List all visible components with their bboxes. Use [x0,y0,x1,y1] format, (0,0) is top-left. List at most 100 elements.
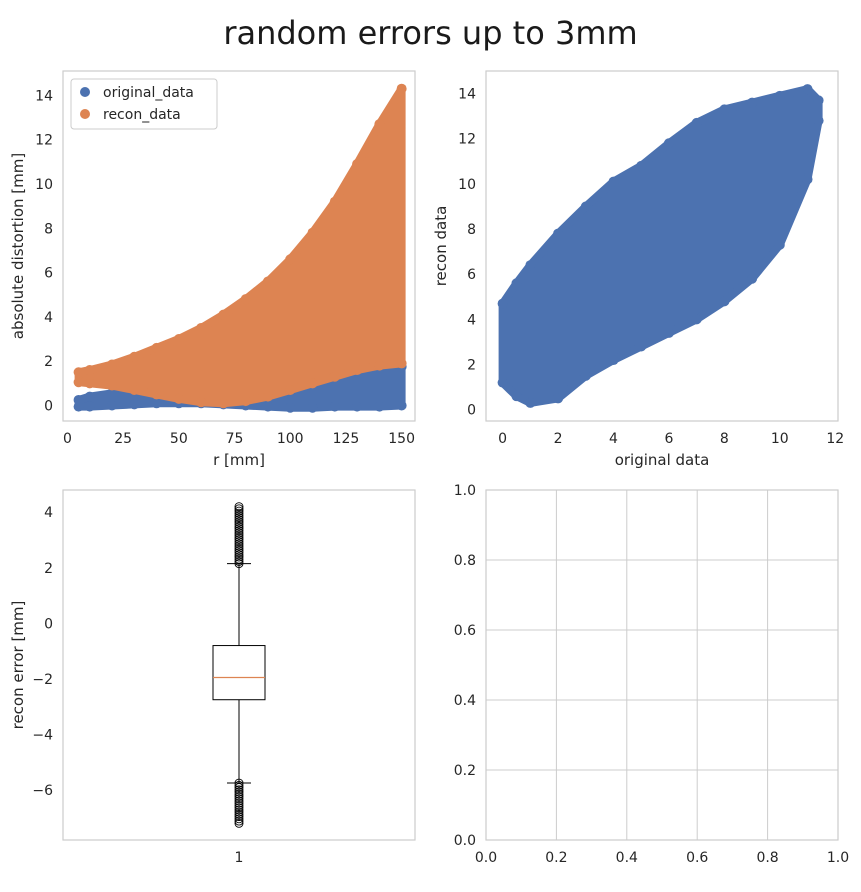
axes-frame [485,489,839,841]
scatter-point [396,400,407,411]
outlier-marker-low [234,794,244,804]
outlier-marker-low [234,796,244,806]
scatter-point [691,314,702,325]
scatter-point [774,90,785,101]
x-tick-label: 8 [720,431,729,447]
scatter-point [329,196,340,207]
outlier-marker-high [234,541,244,551]
outlier-marker-high [234,532,244,542]
scatter-point [262,276,273,287]
scatter-point [285,254,296,265]
outlier-marker-high [234,554,244,564]
y-tick-label: 2 [44,354,53,370]
scatter-point [285,402,296,413]
scatter-point [307,378,318,389]
outlier-marker-low [234,787,244,797]
x-tick-label: 0.4 [616,850,638,866]
y-tick-label: 0.0 [454,833,476,849]
scatter-point [329,371,340,382]
outlier-marker-high [234,510,244,520]
scatter-point [73,367,84,378]
scatter-point [196,322,207,333]
outlier-marker-high [234,526,244,536]
y-tick-label: −4 [32,727,53,743]
outlier-marker-low [234,807,244,817]
scatter-point [396,358,407,369]
outlier-marker-high [234,543,244,553]
scatter-point [107,359,118,370]
y-tick-label: 10 [35,177,53,193]
scatter-point [553,393,564,404]
y-tick-label: 4 [44,505,53,521]
outlier-marker-low [234,812,244,822]
figure-title: random errors up to 3mm [223,14,638,52]
scatter-point [173,334,184,345]
outlier-marker-high [234,556,244,566]
scatter-point [151,342,162,353]
scatter-point [352,401,363,412]
scatter-point [719,104,730,115]
x-tick-label: 50 [170,431,188,447]
y-tick-label: 1.0 [454,483,476,499]
y-tick-label: 8 [44,221,53,237]
outlier-marker-low [234,805,244,815]
scatter-point [84,365,95,376]
scatter-point [129,384,140,395]
x-tick-label: 1.0 [827,850,849,866]
scatter-point [813,95,824,106]
axes-ax2: 0 2 4 6 8 10 12 0 2 4 6 8 10 12 14 original data recon d… [432,70,844,469]
scatter-point [352,159,363,170]
x-tick-label: 100 [277,431,304,447]
axes-frame [62,489,416,841]
scatter-point [396,83,407,94]
scatter-point [107,388,118,399]
x-axis-label: original data [615,451,710,469]
x-tick-label: 4 [609,431,618,447]
scatter-point [84,401,95,412]
x-axis-label: r [mm] [213,451,265,469]
axes-ax4: 0.0 0.2 0.4 0.6 0.8 1.0 0.0 0.2 0.4 0.6 0.8 1.0 [454,483,849,866]
y-tick-label: 4 [44,310,53,326]
x-tick-label: 6 [664,431,673,447]
scatter-point [196,397,207,408]
outlier-marker-low [234,816,244,826]
x-tick-label: 0.8 [756,850,778,866]
x-tick-label: 0 [63,431,72,447]
scatter-point [107,380,118,391]
scatter-point [636,341,647,352]
scatter-point [802,174,813,185]
scatter-point [84,378,95,389]
scatter-point [608,176,619,187]
y-tick-label: −2 [32,672,53,688]
scatter-point [719,296,730,307]
x-tick-label: 0.2 [545,850,567,866]
scatter-point [240,294,251,305]
y-tick-label: 2 [467,358,476,374]
x-tick-label: 75 [226,431,244,447]
scatter-point [691,117,702,128]
y-tick-label: 0 [467,403,476,419]
outlier-marker-low [234,818,244,828]
outlier-marker-low [234,803,244,813]
outlier-marker-low [234,780,244,790]
x-tick-label: 150 [388,431,415,447]
y-tick-label: 6 [44,266,53,282]
legend-label: recon_data [103,107,181,123]
scatter-point [84,391,95,402]
y-tick-label: −6 [32,783,53,799]
y-axis-label: recon error [mm] [9,601,27,730]
outlier-marker-high [234,559,244,569]
outlier-marker-high [234,528,244,538]
y-tick-label: 0.6 [454,623,476,639]
scatter-point [307,402,318,413]
axes-frame [62,70,416,422]
outlier-marker-high [234,521,244,531]
scatter-point [262,401,273,412]
outlier-marker-high [234,550,244,560]
y-tick-label: 0.8 [454,553,476,569]
outlier-marker-high [234,530,244,540]
scatter-point [73,401,84,412]
scatter-point [173,393,184,404]
outlier-marker-high [234,552,244,562]
x-tick-label: 125 [333,431,360,447]
